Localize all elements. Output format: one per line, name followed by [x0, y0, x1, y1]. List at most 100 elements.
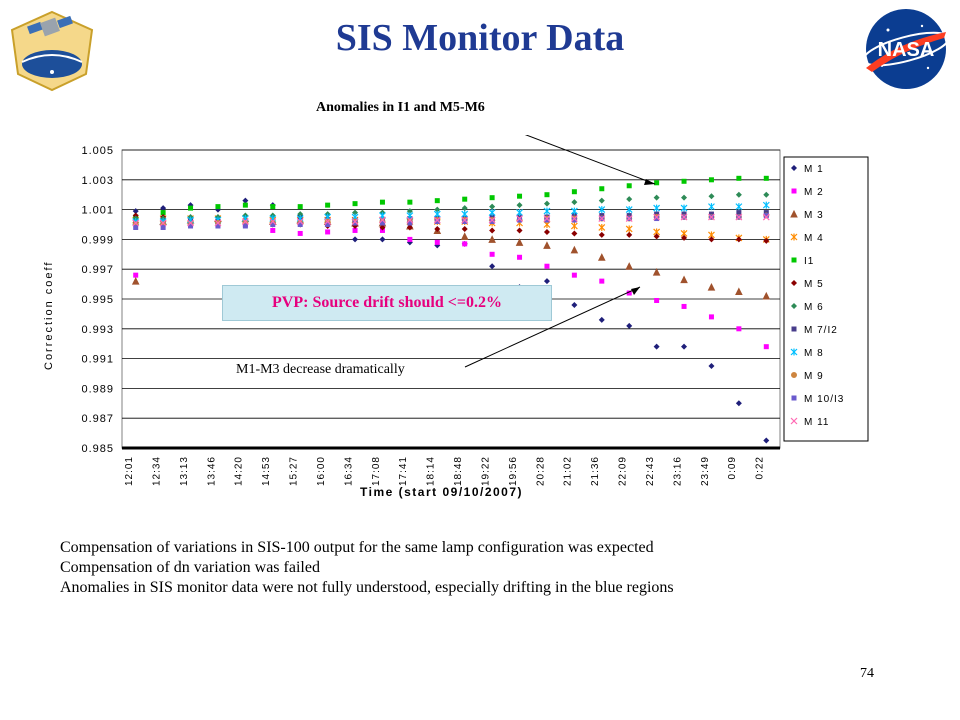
data-point	[543, 215, 551, 222]
data-point	[325, 229, 331, 235]
data-point	[407, 199, 413, 205]
data-point	[735, 203, 743, 211]
data-point	[270, 204, 276, 210]
legend-marker	[790, 209, 798, 218]
data-point	[352, 201, 358, 207]
data-point	[160, 224, 166, 230]
data-point	[489, 251, 495, 257]
data-point	[434, 198, 440, 204]
arrow-anomalies-head	[644, 179, 655, 185]
x-tick-label: 15:27	[289, 456, 300, 486]
data-point	[160, 205, 167, 212]
data-point	[543, 207, 551, 215]
data-point	[160, 210, 166, 216]
data-point	[654, 216, 660, 222]
data-point	[681, 194, 688, 201]
data-point	[132, 208, 139, 215]
x-tick-label: 14:53	[261, 456, 272, 486]
data-point	[297, 211, 304, 218]
data-point	[242, 202, 248, 208]
data-point	[544, 192, 550, 198]
data-point	[652, 268, 661, 276]
data-point	[434, 206, 441, 213]
x-tick-label: 18:14	[426, 456, 437, 486]
data-point	[571, 199, 578, 206]
legend-entry: I1	[804, 256, 814, 267]
data-point	[543, 278, 550, 285]
data-point	[571, 272, 577, 278]
data-point	[653, 343, 660, 350]
data-point	[735, 191, 742, 198]
data-point	[598, 223, 606, 231]
data-point	[763, 213, 769, 219]
data-point	[352, 220, 358, 226]
data-point	[488, 235, 496, 243]
legend-marker	[791, 326, 797, 332]
legend-marker	[791, 395, 797, 401]
data-point	[461, 205, 468, 212]
data-point	[379, 216, 386, 224]
data-point	[570, 207, 578, 215]
x-tick-label: 17:08	[371, 456, 382, 486]
data-point	[460, 232, 469, 240]
data-point	[763, 191, 770, 198]
data-point	[681, 303, 687, 309]
data-point	[406, 224, 413, 231]
arrow-decrease-head	[631, 287, 640, 295]
annotation-arrows	[464, 135, 656, 368]
data-point	[297, 204, 303, 210]
legend-entry: M 2	[804, 187, 824, 198]
data-point	[133, 224, 139, 230]
legend-box	[783, 156, 869, 442]
data-point	[570, 245, 579, 254]
data-point	[571, 217, 577, 223]
data-point	[625, 225, 633, 233]
pvp-callout-text: PVP: Source drift should <=0.2%	[272, 294, 502, 311]
note-line: Compensation of dn variation was failed	[60, 559, 320, 576]
x-tick-label: 21:02	[563, 456, 574, 486]
data-point	[736, 326, 742, 332]
data-point	[653, 204, 661, 212]
data-point	[626, 183, 632, 189]
data-point	[433, 210, 441, 218]
data-point	[379, 199, 385, 205]
chart-legend: M 1 M 2 M 3 M 4 I1 M 5 M 6 M 7/I2 M 8 M 9 M 10/I3 M…	[783, 156, 869, 442]
grid-lines	[122, 149, 780, 450]
data-point	[517, 193, 523, 199]
data-point	[626, 196, 633, 203]
y-tick-label: 0.993	[81, 324, 114, 336]
data-point	[681, 234, 688, 241]
y-tick-label: 1.005	[81, 145, 114, 157]
data-point	[131, 277, 140, 285]
x-tick-label: 16:00	[316, 456, 327, 486]
legend-marker	[791, 257, 797, 263]
data-point	[763, 437, 770, 444]
x-tick-label: 22:43	[645, 456, 656, 486]
y-tick-label: 0.989	[81, 383, 114, 395]
x-tick-label: 23:16	[672, 456, 683, 486]
data-point	[133, 272, 139, 278]
y-axis: 1.005 1.003 1.001 0.999 0.997 0.995 0.993 0.991…	[81, 145, 114, 455]
data-point	[571, 189, 577, 195]
data-point	[571, 301, 578, 308]
data-point	[407, 236, 413, 242]
legend-entry: M 9	[804, 371, 824, 382]
data-point	[352, 209, 359, 216]
data-point	[762, 201, 770, 209]
x-tick-label: 16:34	[343, 456, 354, 486]
y-tick-label: 0.985	[81, 443, 114, 455]
arrow-decrease	[464, 286, 641, 368]
legend-marker	[791, 372, 797, 378]
y-tick-label: 0.999	[81, 234, 114, 246]
data-point	[324, 218, 332, 225]
x-tick-label: 22:09	[618, 456, 629, 486]
data-point	[736, 210, 742, 216]
data-point	[461, 210, 469, 218]
data-point	[708, 213, 715, 221]
data-point	[626, 290, 632, 296]
data-point	[708, 203, 715, 211]
legend-marker	[791, 303, 797, 309]
y-tick-label: 1.003	[81, 175, 114, 187]
anomaly-annotation: Anomalies in I1 and M5-M6	[316, 100, 485, 115]
x-tick-label: 19:56	[508, 456, 519, 486]
